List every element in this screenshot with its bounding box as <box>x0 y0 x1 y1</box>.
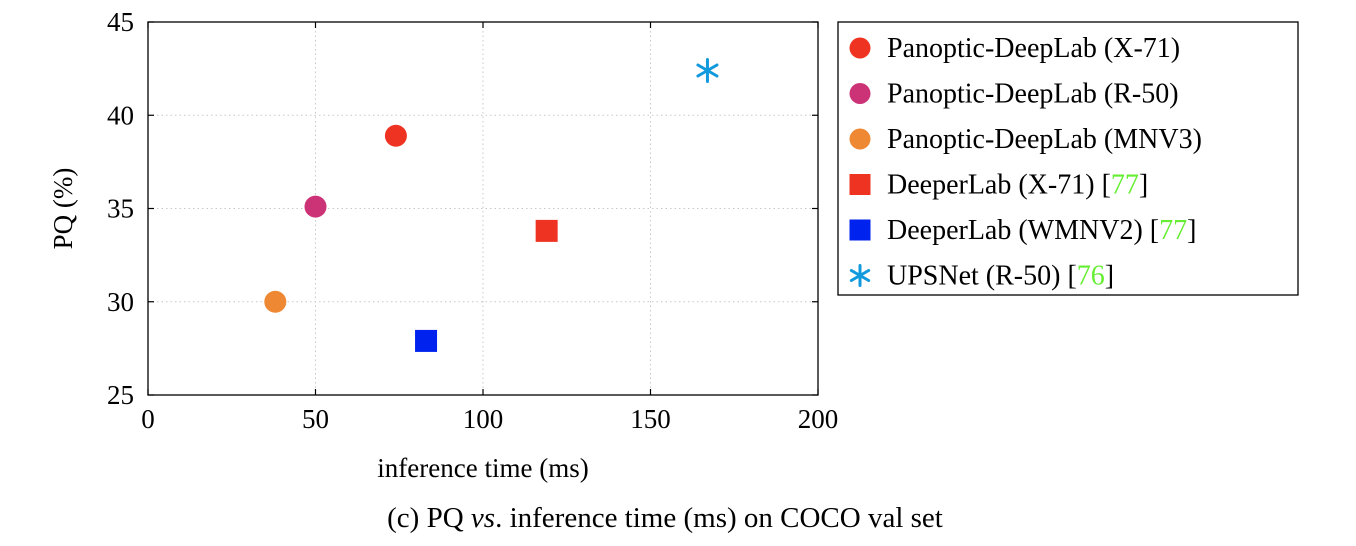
figure-caption: (c) PQ vs. inference time (ms) on COCO v… <box>387 502 943 534</box>
legend-cite-close-bracket: ] <box>1187 215 1196 246</box>
legend-entries: Panoptic-DeepLab (X-71) Panoptic-DeepLab … <box>849 33 1202 292</box>
legend-citation-number[interactable]: 77 <box>1159 215 1187 246</box>
y-tick-label: 45 <box>107 7 134 37</box>
legend-cite-open-bracket: [ <box>1102 170 1111 201</box>
x-tick-label: 150 <box>630 404 671 434</box>
data-point-square <box>415 329 438 352</box>
legend-marker-circle <box>849 37 871 59</box>
y-tick-label: 35 <box>107 194 134 224</box>
data-point-circle <box>384 124 407 147</box>
y-axis-label: PQ (%) <box>48 168 78 250</box>
legend-series-name: Panoptic-DeepLab (R-50) <box>887 79 1179 110</box>
legend-marker-star <box>849 264 871 287</box>
legend-citation-number[interactable]: 77 <box>1111 170 1139 201</box>
legend-cite-close-bracket: ] <box>1139 170 1148 201</box>
x-tick-label: 100 <box>463 404 504 434</box>
data-point-circle <box>264 290 287 313</box>
legend-label: UPSNet (R-50) [76] <box>887 261 1114 292</box>
x-tick-label: 50 <box>302 404 329 434</box>
legend-label: DeeperLab (X-71) [77] <box>887 170 1148 201</box>
legend: Panoptic-DeepLab (X-71) Panoptic-DeepLab … <box>837 21 1299 296</box>
data-points <box>264 57 719 352</box>
legend-marker-circle <box>849 128 871 150</box>
legend-series-name: UPSNet (R-50) <box>887 261 1067 292</box>
legend-series-name: Panoptic-DeepLab (MNV3) <box>887 124 1202 155</box>
data-point-star <box>696 57 719 83</box>
legend-entry: DeeperLab (WMNV2) [77] <box>849 215 1196 246</box>
legend-citation-number[interactable]: 76 <box>1077 261 1105 292</box>
legend-cite-open-bracket: [ <box>1067 261 1076 292</box>
legend-label: DeeperLab (WMNV2) [77] <box>887 215 1196 246</box>
legend-label: Panoptic-DeepLab (MNV3) <box>887 124 1202 155</box>
y-tick-label: 25 <box>107 380 134 410</box>
x-axis-label: inference time (ms) <box>377 453 588 483</box>
x-tick-label: 200 <box>798 404 839 434</box>
legend-marker-circle <box>849 83 871 104</box>
legend-entry: Panoptic-DeepLab (MNV3) <box>849 124 1202 155</box>
legend-series-name: DeeperLab (X-71) <box>887 170 1102 201</box>
grid <box>148 22 818 395</box>
legend-cite-open-bracket: [ <box>1150 215 1159 246</box>
legend-label: Panoptic-DeepLab (R-50) <box>887 79 1179 110</box>
legend-series-name: DeeperLab (WMNV2) <box>887 215 1150 246</box>
legend-marker-square <box>849 174 871 195</box>
x-tick-label: 0 <box>141 404 155 434</box>
legend-entry: Panoptic-DeepLab (X-71) <box>849 33 1180 64</box>
y-tick-label: 30 <box>107 287 134 317</box>
y-tick-label: 40 <box>107 100 134 130</box>
legend-box <box>837 21 1299 296</box>
legend-series-name: Panoptic-DeepLab (X-71) <box>887 33 1180 64</box>
data-point-square <box>535 219 558 242</box>
caption-prefix: (c) PQ <box>387 502 471 534</box>
legend-label: Panoptic-DeepLab (X-71) <box>887 33 1180 64</box>
legend-entry: UPSNet (R-50) [76] <box>849 261 1114 292</box>
caption-suffix: . inference time (ms) on COCO val set <box>495 502 943 534</box>
data-point-circle <box>304 195 327 218</box>
axis-ticks: 0 50 100 150 200 25 30 35 40 45 <box>107 7 838 434</box>
legend-entry: Panoptic-DeepLab (R-50) <box>849 79 1179 110</box>
legend-entry: DeeperLab (X-71) [77] <box>849 170 1148 201</box>
legend-marker-square <box>849 219 871 241</box>
legend-cite-close-bracket: ] <box>1105 261 1114 292</box>
caption-vs: vs <box>471 502 495 534</box>
